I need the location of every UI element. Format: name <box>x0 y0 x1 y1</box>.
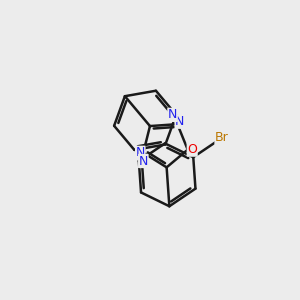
Text: N: N <box>168 108 177 122</box>
Text: N: N <box>136 146 145 159</box>
Text: Br: Br <box>215 131 229 144</box>
Text: N: N <box>175 115 184 128</box>
Text: O: O <box>187 143 197 156</box>
Text: N: N <box>139 154 148 167</box>
